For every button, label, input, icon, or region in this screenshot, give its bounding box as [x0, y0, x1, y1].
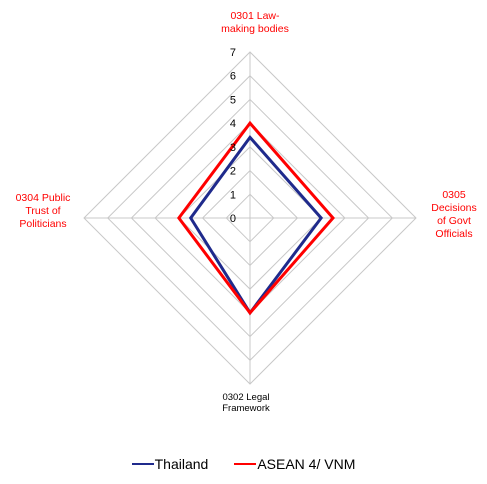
tick-label-6: 6	[230, 71, 236, 83]
axis-label-legal-framework: 0302 Legal Framework	[222, 392, 270, 414]
tick-label-7: 7	[230, 47, 236, 59]
legend-label-asean: ASEAN 4/ VNM	[257, 456, 356, 472]
legend-item-asean: ASEAN 4/ VNM	[234, 456, 355, 472]
radial-tick-labels: 0 1 2 3 4 5 6 7	[230, 47, 236, 225]
tick-label-3: 3	[230, 142, 236, 154]
radar-grid	[83, 51, 417, 385]
radar-series	[176, 120, 335, 316]
axis-label-public-trust-of-politicians: 0304 Public Trust of Politicians	[15, 192, 71, 230]
axis-label-decisions-of-govt-officials: 0305 Decisions of Govt Officials	[431, 189, 477, 240]
legend-swatch-asean	[234, 463, 257, 465]
tick-label-2: 2	[230, 166, 236, 178]
legend-swatch-thailand	[131, 463, 154, 465]
tick-label-1: 1	[230, 189, 236, 201]
legend-item-thailand: Thailand	[131, 456, 209, 472]
chart-legend: Thailand ASEAN 4/ VNM	[0, 456, 487, 472]
tick-label-4: 4	[230, 118, 236, 130]
tick-label-5: 5	[230, 94, 236, 106]
axis-label-law-making-bodies: 0301 Law- making bodies	[221, 10, 289, 35]
series-line-1	[176, 120, 335, 316]
legend-label-thailand: Thailand	[154, 456, 209, 472]
tick-label-0: 0	[230, 213, 236, 225]
